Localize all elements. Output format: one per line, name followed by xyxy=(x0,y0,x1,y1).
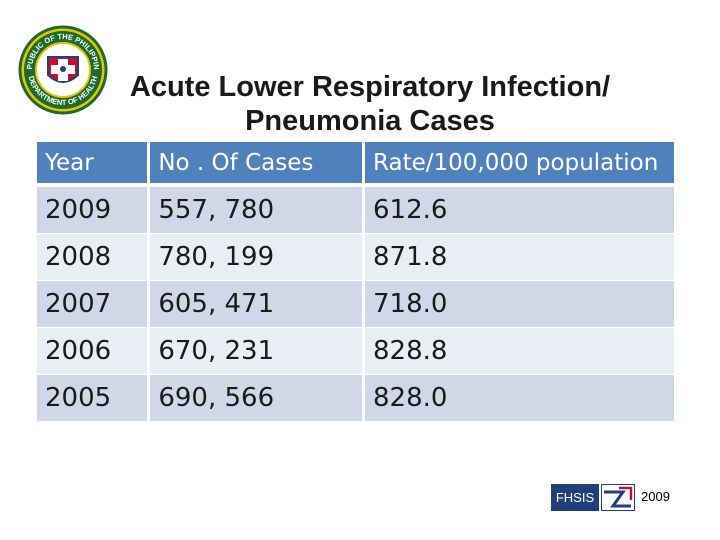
table-row: 2005 690, 566 828.0 xyxy=(37,374,674,421)
title-line-2: Pneumonia Cases xyxy=(245,105,495,137)
cell-rate: 828.8 xyxy=(365,327,674,374)
cell-rate: 718.0 xyxy=(365,280,674,327)
cell-cases: 780, 199 xyxy=(150,233,366,280)
footer-year: 2009 xyxy=(641,489,670,504)
cell-rate: 828.0 xyxy=(365,374,674,421)
title-line-1: Acute Lower Respiratory Infection/ xyxy=(129,71,611,103)
cell-cases: 670, 231 xyxy=(150,327,366,374)
table-header-row: Year No . Of Cases Rate/100,000 populati… xyxy=(37,142,674,186)
cell-cases: 690, 566 xyxy=(150,374,366,421)
page-title: Acute Lower Respiratory Infection/ Pneum… xyxy=(100,70,640,138)
cell-rate: 612.6 xyxy=(365,186,674,233)
column-header-year: Year xyxy=(37,142,151,186)
cell-cases: 605, 471 xyxy=(150,280,366,327)
cell-year: 2007 xyxy=(37,280,151,327)
cell-year: 2005 xyxy=(37,374,151,421)
fhsis-logo: FHSIS xyxy=(551,484,635,511)
fhsis-logo-text: FHSIS xyxy=(551,484,599,511)
fhsis-logo-mark-icon xyxy=(601,484,635,511)
table-row: 2008 780, 199 871.8 xyxy=(37,233,674,280)
cell-rate: 871.8 xyxy=(365,233,674,280)
column-header-rate: Rate/100,000 population xyxy=(365,142,674,186)
cell-year: 2009 xyxy=(37,186,151,233)
cases-table: Year No . Of Cases Rate/100,000 populati… xyxy=(37,142,674,421)
column-header-cases: No . Of Cases xyxy=(150,142,366,186)
table-row: 2009 557, 780 612.6 xyxy=(37,186,674,233)
cell-year: 2006 xyxy=(37,327,151,374)
cell-cases: 557, 780 xyxy=(150,186,366,233)
cell-year: 2008 xyxy=(37,233,151,280)
table-row: 2007 605, 471 718.0 xyxy=(37,280,674,327)
table-row: 2006 670, 231 828.8 xyxy=(37,327,674,374)
doh-seal-logo: REPUBLIC OF THE PHILIPPINES DEPARTMENT O… xyxy=(18,25,108,115)
